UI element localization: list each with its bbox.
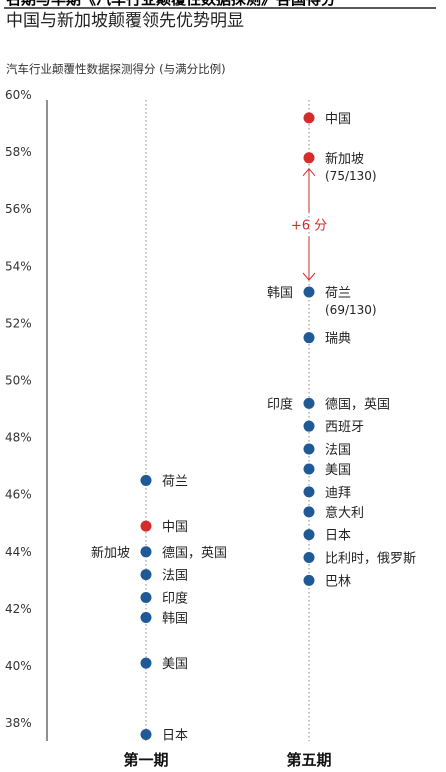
annotation-arrowhead-up	[302, 168, 316, 177]
data-point	[303, 552, 315, 564]
data-point	[140, 569, 152, 581]
data-point	[140, 591, 152, 603]
y-tick-label: 54%	[5, 259, 32, 273]
data-point	[303, 529, 315, 541]
point-label: 美国	[162, 657, 188, 672]
data-point	[303, 420, 315, 432]
point-label: 瑞典	[325, 332, 351, 347]
data-points: 荷兰中国德国，英国新加坡法国印度韩国美国日本中国新加坡(75/130)荷兰(69…	[91, 112, 416, 744]
point-label: 迪拜	[325, 486, 351, 501]
data-point	[140, 657, 152, 669]
x-category-label: 第五期	[286, 751, 331, 769]
top-title: 名期与华期《汽车行业颠覆性数据探测》各国得分	[6, 0, 336, 8]
point-left-label: 韩国	[267, 286, 293, 301]
y-tick-label: 56%	[5, 202, 32, 216]
data-point	[140, 729, 152, 741]
y-tick-labels: 60% 58% 56% 54% 52% 50% 48% 46% 44% 42% 40% 38%	[5, 88, 32, 730]
y-tick-label: 38%	[5, 716, 32, 730]
point-sublabel: (75/130)	[325, 169, 377, 183]
y-tick-label: 52%	[5, 316, 32, 330]
data-point	[303, 486, 315, 498]
point-label: 中国	[162, 520, 188, 535]
x-axis-labels: 第一期 第五期	[123, 751, 331, 769]
y-tick-label: 50%	[5, 374, 32, 388]
point-left-label: 印度	[267, 396, 293, 412]
point-label: 日本	[162, 729, 188, 744]
data-point	[303, 506, 315, 518]
data-point	[140, 546, 152, 558]
chart-title: 中国与新加坡颠覆领先优势明显	[6, 11, 244, 31]
data-point	[303, 397, 315, 409]
data-point	[140, 520, 152, 532]
data-point	[303, 152, 315, 164]
y-tick-label: 58%	[5, 145, 32, 159]
chart-subtitle: 汽车行业颠覆性数据探测得分 (与满分比例)	[6, 62, 226, 76]
point-label: 荷兰	[325, 286, 351, 301]
point-label: 中国	[325, 112, 351, 127]
point-label: 意大利	[325, 505, 364, 521]
y-tick-label: 44%	[5, 545, 32, 559]
point-label: 法国	[162, 569, 188, 584]
data-point	[303, 286, 315, 298]
y-tick-label: 42%	[5, 602, 32, 616]
point-label: 法国	[325, 443, 351, 458]
point-label: 德国，英国	[162, 546, 227, 561]
data-point	[303, 443, 315, 455]
x-category-label: 第一期	[123, 751, 168, 769]
data-point	[303, 463, 315, 475]
point-label: 印度	[162, 590, 188, 606]
point-label: 比利时，俄罗斯	[325, 552, 416, 567]
delta-annotation: +6 分	[291, 168, 327, 281]
y-tick-label: 46%	[5, 488, 32, 502]
data-point	[303, 332, 315, 344]
point-label: 巴林	[325, 574, 351, 589]
y-tick-label: 40%	[5, 659, 32, 673]
data-point	[303, 112, 315, 124]
annotation-arrowhead-down	[302, 272, 316, 281]
y-tick-label: 60%	[5, 88, 32, 102]
point-left-label: 新加坡	[91, 545, 130, 561]
y-tick-label: 48%	[5, 431, 32, 445]
point-sublabel: (69/130)	[325, 303, 377, 317]
period-lines	[145, 100, 310, 741]
data-point	[140, 474, 152, 486]
point-label: 日本	[325, 529, 351, 544]
point-label: 美国	[325, 463, 351, 478]
annotation-label: +6 分	[291, 218, 327, 233]
point-label: 韩国	[162, 611, 188, 626]
point-label: 德国，英国	[325, 397, 390, 412]
point-label: 荷兰	[162, 474, 188, 489]
data-point	[303, 574, 315, 586]
data-point	[140, 611, 152, 623]
point-label: 西班牙	[325, 420, 364, 435]
point-label: 新加坡	[325, 151, 364, 167]
